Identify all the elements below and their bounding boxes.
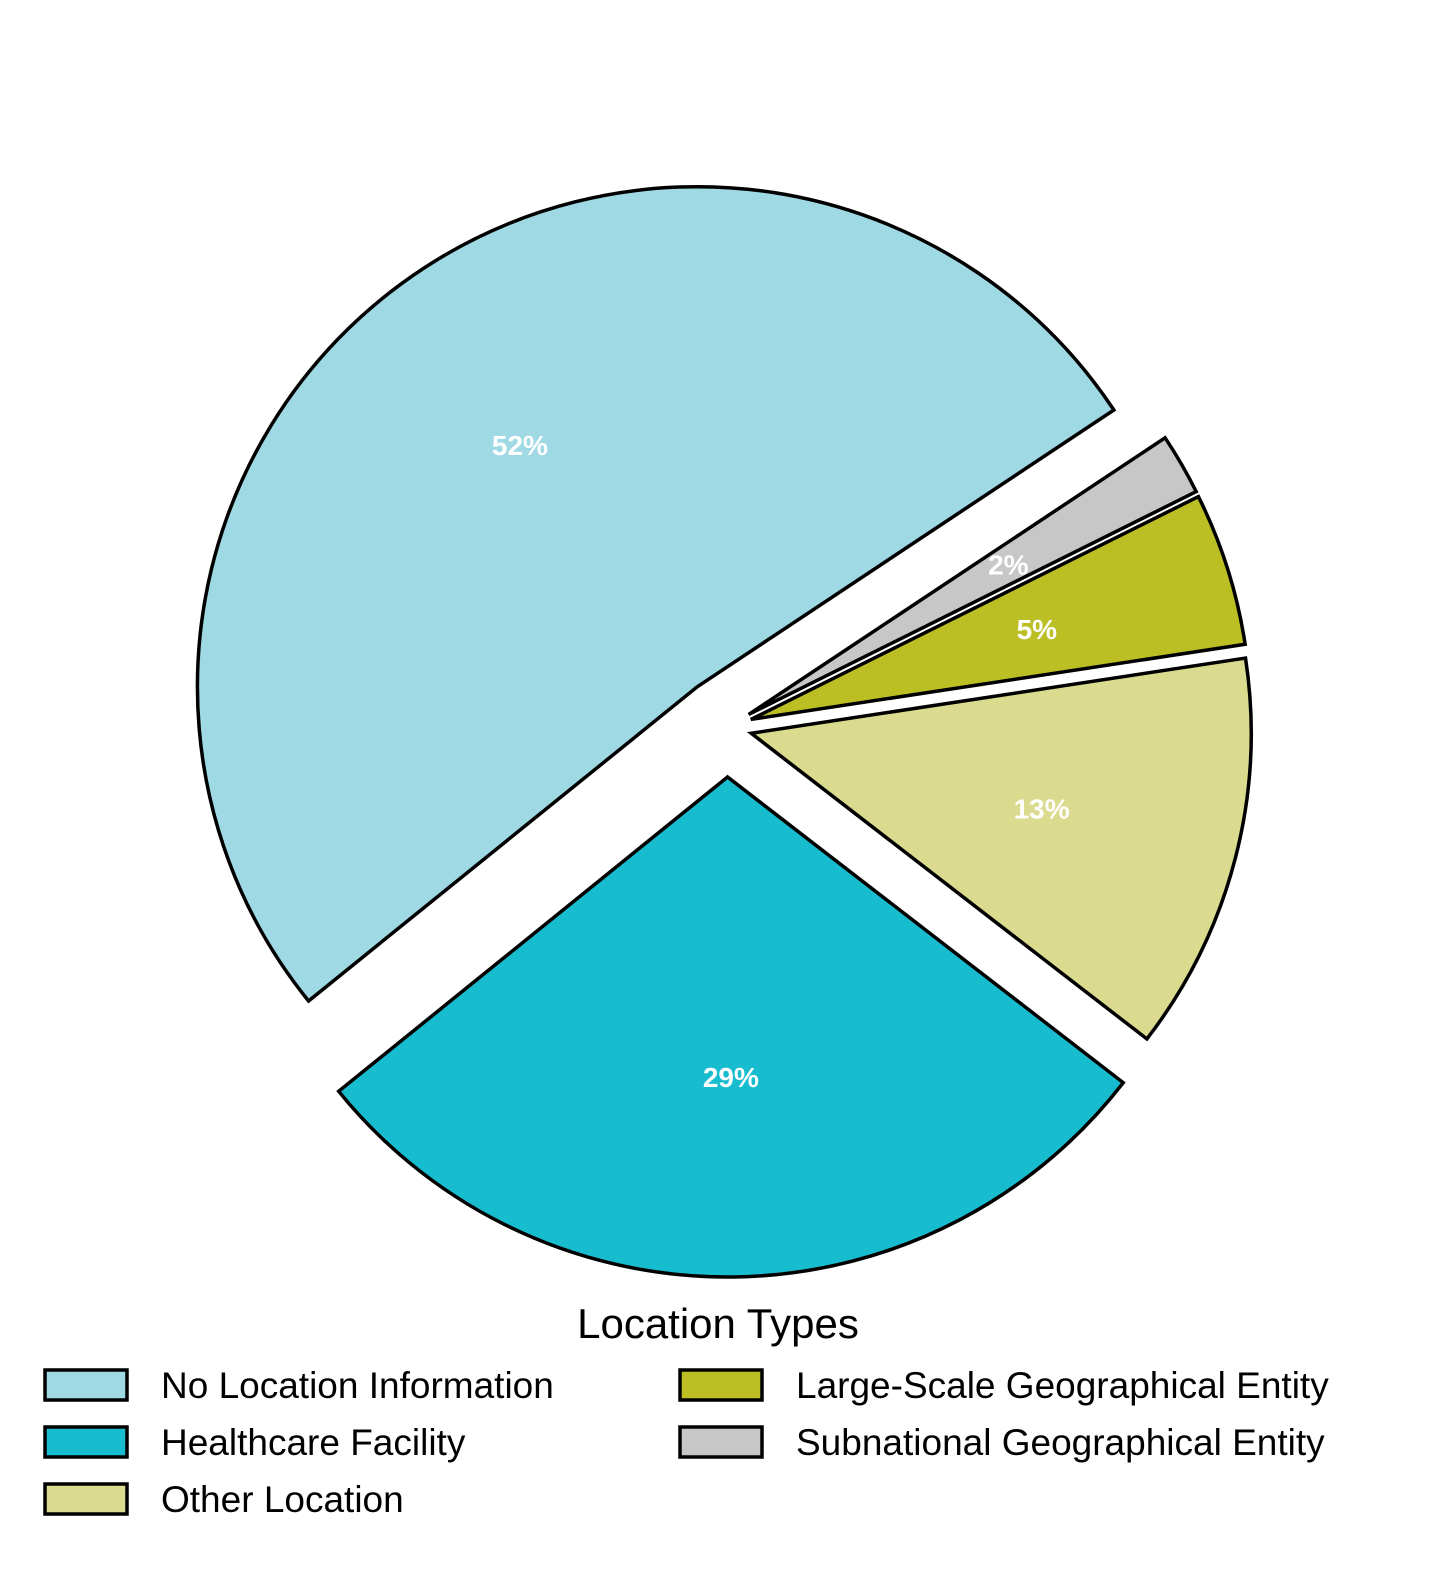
legend-item-no-location-information: No Location Information [43,1365,554,1406]
legend-label: Other Location [161,1479,404,1520]
legend-item-large-scale-geographical-entity: Large-Scale Geographical Entity [678,1365,1329,1406]
pie-slice-large-scale-geographical-entity [750,494,1248,722]
pie-label-healthcare-facility: 29% [703,1062,759,1093]
legend-item-other-location: Other Location [43,1479,404,1520]
legend-item-healthcare-facility: Healthcare Facility [43,1422,466,1463]
legend-swatch [678,1368,764,1402]
pie-label-other-location: 13% [1014,793,1070,824]
pie-slices [195,185,1253,1279]
pie-label-no-location-information: 52% [492,430,548,461]
legend-label: Large-Scale Geographical Entity [796,1365,1329,1406]
legend: Location Types No Location Information He… [43,1300,1329,1520]
pie-slice-no-location-information [195,185,1117,1004]
legend-swatch [43,1368,129,1402]
legend-item-subnational-geographical-entity: Subnational Geographical Entity [678,1422,1325,1463]
pie-label-subnational-geographical-entity: 2% [988,549,1029,580]
pie-slice-healthcare-facility [336,774,1126,1279]
pie-slice-other-location [746,656,1253,1042]
pie-slice-subnational-geographical-entity [747,435,1199,717]
legend-label: Subnational Geographical Entity [796,1422,1325,1463]
pie-label-large-scale-geographical-entity: 5% [1017,614,1058,645]
legend-swatch [43,1482,129,1516]
legend-swatch [43,1425,129,1459]
legend-label: No Location Information [161,1365,554,1406]
pie-labels: 52% 29% 13% 5% 2% [492,430,1070,1093]
legend-label: Healthcare Facility [161,1422,466,1463]
legend-swatch [678,1425,764,1459]
legend-title: Location Types [577,1300,859,1347]
